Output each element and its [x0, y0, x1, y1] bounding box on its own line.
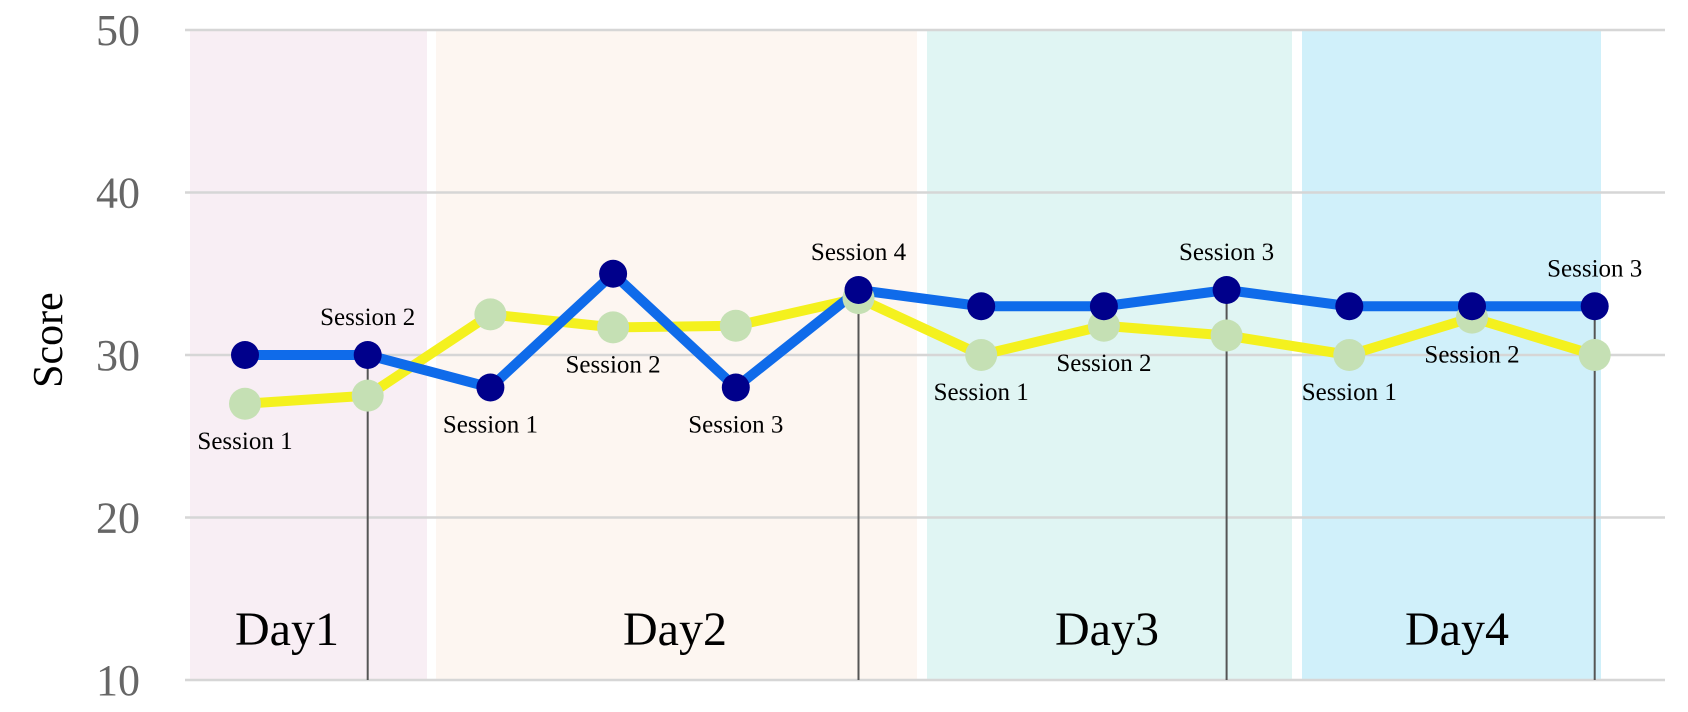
series-1-point — [1458, 292, 1486, 321]
session-label: Session 2 — [1424, 342, 1519, 369]
day-label: Day1 — [235, 603, 339, 656]
y-tick-label: 20 — [96, 494, 140, 543]
day-label: Day3 — [1055, 603, 1159, 656]
session-label: Session 3 — [1547, 255, 1642, 282]
series-1-point — [721, 373, 750, 402]
series-1-point — [476, 373, 505, 402]
series-2-point — [719, 309, 752, 342]
series-1-point — [967, 292, 996, 321]
series-2-line — [244, 293, 1597, 409]
series-2-point — [1087, 309, 1120, 342]
series-1-point — [1580, 292, 1609, 321]
y-tick-label: 30 — [96, 331, 140, 380]
session-label: Session 3 — [1179, 239, 1274, 266]
series-1-point — [599, 259, 628, 288]
day-label: Day2 — [623, 603, 727, 656]
day-labels: Day1 Day2 Day3 Day4 — [235, 603, 1509, 656]
session-label: Session 3 — [688, 412, 783, 439]
series-2-point — [229, 387, 261, 420]
y-axis-ticks: 10 20 30 40 50 — [96, 6, 140, 705]
day-label: Day4 — [1405, 603, 1509, 656]
grid-lines — [185, 28, 1665, 682]
series-2-point — [597, 311, 630, 344]
series-2-point — [1210, 319, 1243, 352]
series-layer — [229, 259, 1611, 420]
session-label: Session 1 — [934, 379, 1029, 406]
series-1-point — [844, 276, 873, 304]
session-label: Session 2 — [1056, 350, 1151, 377]
y-tick-label: 10 — [96, 656, 140, 705]
series-1-point — [353, 341, 382, 369]
session-labels: Session 1 Session 2 Session 1 Session 2 Sess… — [197, 239, 1642, 455]
session-label: Session 2 — [566, 351, 661, 378]
series-2-point — [1578, 339, 1611, 371]
series-1-point — [1089, 292, 1118, 321]
series-1-point — [231, 341, 259, 369]
series-2-point — [474, 298, 507, 331]
series-1-point — [1212, 276, 1241, 304]
series-2-point — [1333, 339, 1366, 371]
session-label: Session 4 — [811, 239, 907, 266]
series-1-point — [1335, 292, 1364, 321]
series-1-line — [245, 268, 1595, 393]
y-axis-title: Score — [26, 292, 72, 388]
y-tick-label: 50 — [96, 6, 140, 55]
session-label: Session 1 — [197, 428, 292, 455]
series-2-point — [351, 379, 384, 412]
session-label: Session 1 — [1302, 379, 1397, 406]
session-label: Session 2 — [320, 304, 415, 331]
session-label: Session 1 — [443, 412, 538, 439]
series-2-point — [965, 339, 998, 371]
y-tick-label: 40 — [96, 169, 140, 218]
